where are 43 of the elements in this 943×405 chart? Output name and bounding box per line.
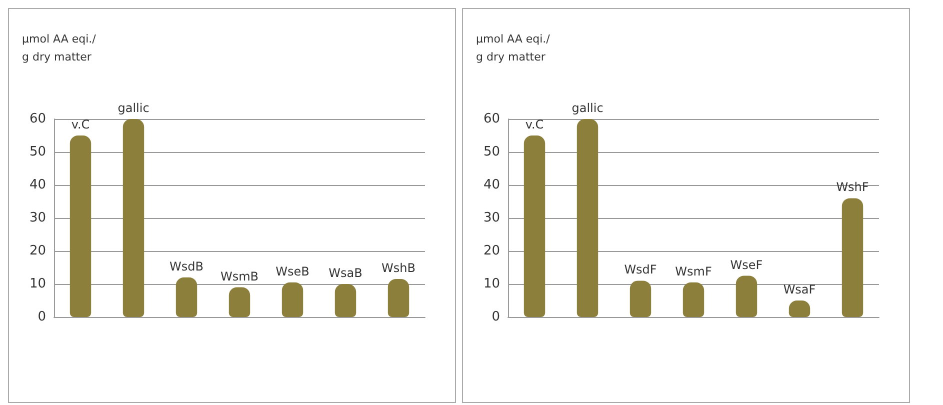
y-tick-label: 0 — [492, 310, 500, 324]
bar — [388, 279, 410, 317]
y-tick-label: 0 — [38, 310, 46, 324]
category-label: gallic — [118, 101, 150, 115]
bar — [70, 136, 92, 317]
bar — [630, 280, 652, 317]
y-tick-label: 50 — [29, 144, 46, 160]
y-tick-label: 30 — [483, 210, 500, 226]
category-label: WshF — [836, 180, 869, 194]
y-tick-label: 40 — [29, 178, 46, 192]
category-label: WsdB — [170, 259, 204, 274]
bar — [176, 277, 198, 317]
y-tick-label: 20 — [483, 244, 500, 258]
category-label: gallic — [572, 101, 604, 115]
y-tick-label: 50 — [483, 144, 500, 160]
bar — [736, 276, 758, 317]
y-axis-title: µmol AA eqi./ g dry matter — [476, 32, 550, 64]
bar — [842, 198, 864, 317]
category-label: WseB — [276, 264, 310, 278]
category-label: WseF — [730, 258, 763, 272]
category-label: WsaF — [783, 282, 816, 296]
category-label: WshB — [382, 261, 416, 276]
bar — [524, 136, 546, 317]
category-label: WsaB — [328, 266, 362, 280]
bar — [228, 287, 250, 317]
bar — [282, 282, 304, 317]
bar — [682, 282, 704, 317]
y-tick-label: 10 — [29, 276, 46, 292]
category-label: v.C — [525, 118, 544, 132]
y-tick-label: 60 — [29, 112, 46, 126]
bar — [576, 119, 598, 317]
bar — [334, 284, 356, 317]
y-tick-label: 30 — [29, 210, 46, 226]
bar — [122, 119, 144, 317]
category-label: WsmB — [220, 269, 259, 284]
category-label: v.C — [71, 118, 90, 132]
y-tick-label: 40 — [483, 178, 500, 192]
y-tick-label: 60 — [483, 112, 500, 126]
y-tick-label: 20 — [29, 244, 46, 258]
y-axis-title: µmol AA eqi./ g dry matter — [22, 32, 96, 64]
category-label: WsmF — [675, 264, 712, 278]
category-label: WsdF — [624, 262, 657, 277]
y-tick-label: 10 — [483, 276, 500, 292]
